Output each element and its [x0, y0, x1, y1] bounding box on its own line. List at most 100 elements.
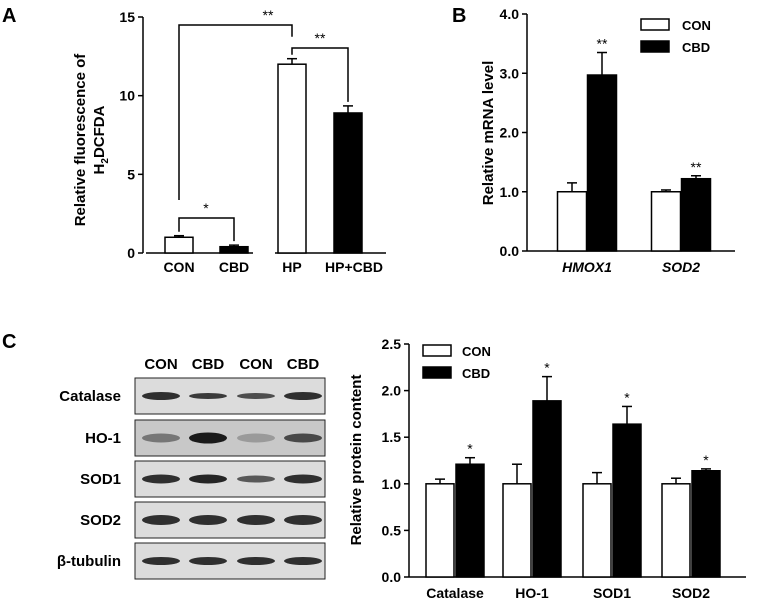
c-bar — [661, 483, 691, 578]
blot-band — [284, 557, 322, 565]
b-legend-swatch — [640, 40, 670, 53]
blot-band — [142, 557, 180, 565]
c-y-tick-label: 0.5 — [382, 522, 402, 538]
c-category-label: Catalase — [426, 585, 484, 601]
c-significance-label: * — [703, 452, 709, 468]
b-category-label: HMOX1 — [562, 259, 612, 275]
a-significance-label: ** — [263, 7, 274, 23]
panel-label-c: C — [2, 331, 16, 353]
c-legend-swatch — [422, 344, 452, 357]
a-significance-bracket — [291, 47, 349, 102]
c-category-label: HO-1 — [515, 585, 549, 601]
blot-band — [142, 515, 180, 525]
panel-label-b: B — [452, 5, 466, 27]
y-axis-title-b: Relative mRNA level — [480, 61, 497, 206]
blot-row-label: Catalase — [59, 388, 121, 405]
c-y-tick-label: 2.0 — [382, 383, 402, 399]
a-bar — [219, 245, 249, 254]
c-bar — [691, 470, 721, 578]
b-y-tick-label: 1.0 — [500, 184, 520, 200]
b-bar — [650, 191, 682, 252]
blot-band — [284, 433, 322, 443]
c-significance-label: * — [467, 441, 473, 457]
western-blot: CON CBD CON CBD Catalase HO-1 SOD1 SOD2 β-tubuli… — [57, 356, 326, 580]
blot-row-label: SOD1 — [80, 471, 121, 488]
a-category-label: HP — [282, 259, 301, 275]
c-category-label: SOD2 — [672, 585, 710, 601]
chart-panel-b: Relative mRNA level 0.0 1.0 2.0 3.0 4.0 ** HMO… — [480, 6, 735, 275]
blot-band — [237, 557, 275, 565]
a-y-tick-label: 15 — [119, 9, 135, 25]
c-y-tick-label: 1.5 — [382, 429, 402, 445]
blot-row-label: HO-1 — [85, 430, 121, 447]
blot-lane-label: CON — [239, 356, 272, 373]
c-y-tick-label: 0.0 — [382, 569, 402, 585]
a-significance-label: * — [203, 200, 209, 216]
c-significance-label: * — [624, 389, 630, 405]
b-legend-label: CON — [682, 18, 711, 33]
blot-band — [142, 474, 180, 484]
b-bar — [556, 191, 588, 252]
b-y-tick-label: 0.0 — [500, 243, 520, 259]
c-legend-label: CON — [462, 344, 491, 359]
b-legend-swatch — [640, 18, 670, 31]
blot-band — [237, 475, 275, 483]
a-bar — [164, 236, 194, 254]
blot-lane-label: CBD — [192, 356, 225, 373]
b-bar — [586, 74, 618, 252]
blot-band — [284, 515, 322, 525]
blot-band — [189, 474, 227, 484]
c-bar — [532, 400, 562, 578]
a-significance-bracket — [178, 24, 293, 200]
y-axis-title-c: Relative protein content — [348, 375, 365, 546]
b-y-tick-label: 3.0 — [500, 65, 520, 81]
chart-panel-c: Relative protein content 0.0 0.5 1.0 1.5 2.0… — [348, 336, 746, 601]
c-legend-swatch — [422, 366, 452, 379]
c-bar — [425, 483, 455, 578]
blot-band — [142, 433, 180, 443]
a-category-label: CBD — [219, 259, 249, 275]
chart-panel-a: Relative fluorescence of H2DCFDA 0 5 10 15 C… — [72, 7, 386, 275]
blot-band — [189, 515, 227, 525]
c-bar — [582, 483, 612, 578]
b-bar — [680, 177, 712, 252]
blot-lane-label: CBD — [287, 356, 320, 373]
a-bar — [277, 63, 307, 254]
a-y-tick-label: 5 — [127, 166, 135, 182]
blot-band — [189, 432, 227, 444]
c-y-tick-label: 1.0 — [382, 476, 402, 492]
blot-row-label: β-tubulin — [57, 553, 121, 570]
a-y-tick-label: 10 — [119, 88, 135, 104]
c-bar — [502, 483, 532, 578]
blot-lane-label: CON — [144, 356, 177, 373]
a-y-tick-label: 0 — [127, 245, 135, 261]
b-significance-label: ** — [597, 36, 608, 52]
panel-label-a: A — [2, 5, 16, 27]
blot-band — [142, 392, 180, 400]
c-bar — [455, 463, 485, 578]
a-significance-bracket — [178, 217, 235, 242]
c-bar — [612, 423, 642, 578]
blot-band — [284, 474, 322, 484]
b-category-label: SOD2 — [662, 259, 700, 275]
c-y-tick-label: 2.5 — [382, 336, 402, 352]
blot-band — [284, 392, 322, 400]
b-significance-label: ** — [691, 159, 702, 175]
blot-band — [189, 557, 227, 565]
blot-band — [237, 433, 275, 443]
b-legend-label: CBD — [682, 40, 710, 55]
blot-band — [237, 393, 275, 399]
blot-band — [189, 393, 227, 399]
a-significance-label: ** — [315, 30, 326, 46]
c-legend-label: CBD — [462, 366, 490, 381]
blot-row-label: SOD2 — [80, 512, 121, 529]
a-category-label: HP+CBD — [325, 259, 383, 275]
y-axis-title-a-line2: H2DCFDA — [91, 105, 111, 174]
c-category-label: SOD1 — [593, 585, 631, 601]
blot-band — [237, 515, 275, 525]
a-bar — [333, 112, 363, 254]
b-y-tick-label: 4.0 — [500, 6, 520, 22]
a-category-label: CON — [163, 259, 194, 275]
y-axis-title-a-line1: Relative fluorescence of — [72, 53, 89, 227]
